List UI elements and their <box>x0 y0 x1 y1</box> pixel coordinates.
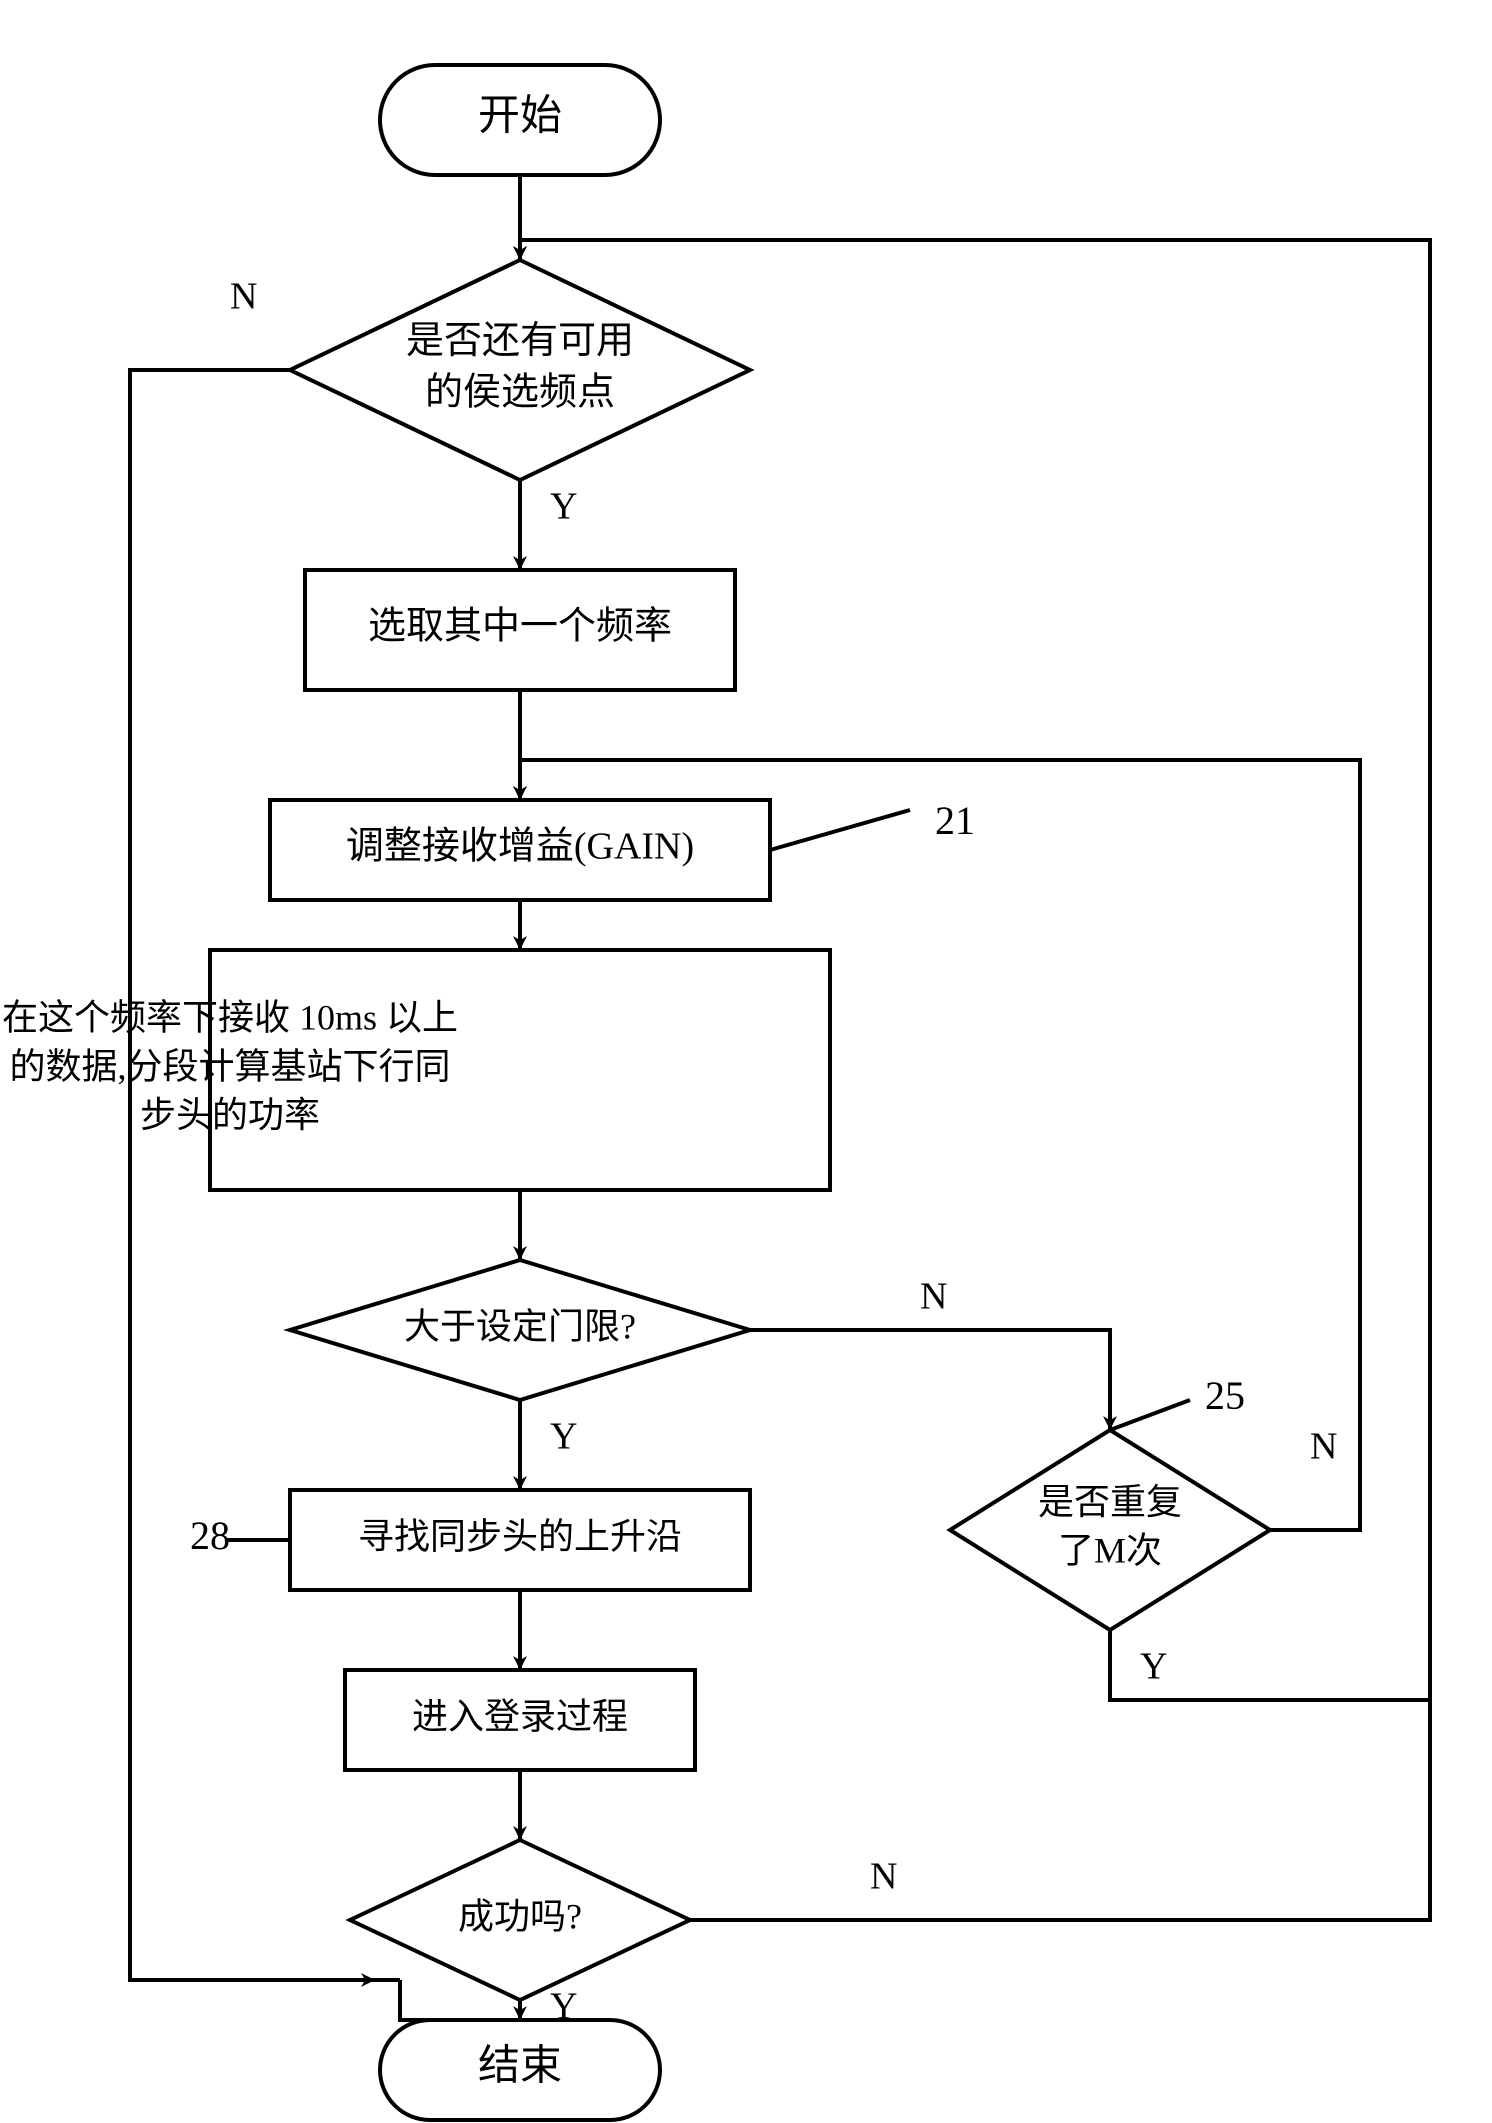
svg-text:在这个频率下接收 10ms 以上: 在这个频率下接收 10ms 以上 <box>2 998 458 1038</box>
edge-label: N <box>1310 1426 1337 1468</box>
svg-text:调整接收增益(GAIN): 调整接收增益(GAIN) <box>346 826 694 868</box>
svg-text:成功吗?: 成功吗? <box>458 1896 582 1936</box>
edge <box>690 1700 1430 1920</box>
candidate <box>290 260 750 480</box>
svg-text:的侯选频点: 的侯选频点 <box>425 371 615 413</box>
svg-text:是否还有可用: 是否还有可用 <box>406 320 634 362</box>
edge <box>520 240 1430 1700</box>
edge-label: N <box>870 1856 897 1898</box>
edge <box>130 370 375 1980</box>
callout-repeat_25: 25 <box>1205 1373 1245 1418</box>
callout-line <box>770 810 910 850</box>
edge-label: Y <box>550 486 577 528</box>
svg-text:步头的功率: 步头的功率 <box>140 1095 320 1135</box>
edge-label: Y <box>550 1416 577 1458</box>
svg-text:的数据,分段计算基站下行同: 的数据,分段计算基站下行同 <box>9 1046 450 1086</box>
svg-text:是否重复: 是否重复 <box>1038 1482 1182 1522</box>
callout-edge_28: 28 <box>190 1513 230 1558</box>
callout-line <box>1110 1400 1190 1430</box>
svg-text:选取其中一个频率: 选取其中一个频率 <box>368 606 672 648</box>
flowchart-diagram: 开始是否还有可用的侯选频点选取其中一个频率调整接收增益(GAIN) 在这个频率下接… <box>0 0 1492 2123</box>
edge-label: Y <box>1140 1646 1167 1688</box>
svg-text:进入登录过程: 进入登录过程 <box>412 1696 628 1736</box>
svg-text:开始: 开始 <box>478 94 562 140</box>
edge <box>400 1980 520 2020</box>
callout-gain_21: 21 <box>935 798 975 843</box>
edge <box>750 1330 1110 1430</box>
edge-label: Y <box>550 1986 577 2028</box>
svg-text:了M次: 了M次 <box>1058 1531 1162 1571</box>
svg-text:结束: 结束 <box>478 2044 562 2090</box>
edge-label: N <box>230 276 257 318</box>
svg-text:大于设定门限?: 大于设定门限? <box>404 1306 636 1346</box>
edge-label: N <box>920 1276 947 1318</box>
svg-text:寻找同步头的上升沿: 寻找同步头的上升沿 <box>358 1516 682 1556</box>
